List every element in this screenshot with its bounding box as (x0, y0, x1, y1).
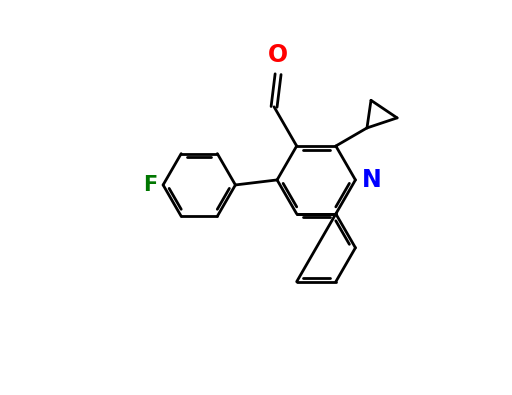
Text: O: O (268, 43, 288, 67)
Text: N: N (362, 168, 382, 192)
Text: F: F (143, 175, 157, 195)
